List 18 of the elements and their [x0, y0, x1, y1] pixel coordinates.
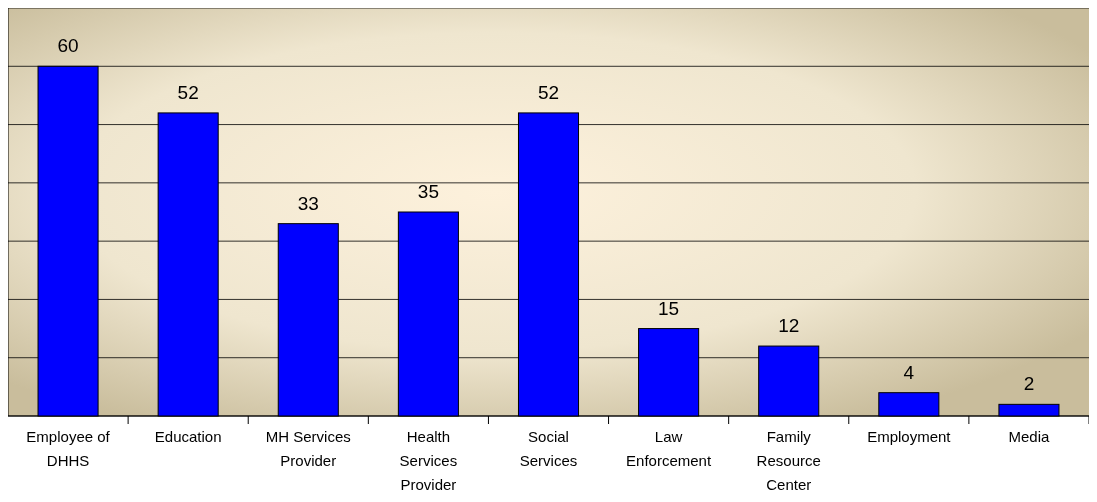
- x-tick-label: Health Services Provider: [399, 428, 458, 493]
- data-label: 60: [57, 35, 79, 57]
- x-tick-label: Social Services: [519, 428, 578, 469]
- data-label: 2: [1023, 373, 1035, 395]
- x-tick-label: Family Resource Center: [756, 428, 821, 493]
- data-label: 12: [778, 315, 800, 337]
- data-label: 52: [177, 81, 199, 103]
- x-tick-label: Employee of DHHS: [26, 428, 111, 469]
- data-label: 15: [658, 297, 680, 319]
- x-tick-label: Law Enforcement: [626, 428, 712, 469]
- x-tick-label: MH Services Provider: [265, 428, 351, 469]
- x-tick-label: Media: [1008, 428, 1051, 445]
- data-label: 35: [417, 181, 439, 202]
- data-label: 4: [903, 361, 915, 383]
- x-tick-label: Education: [154, 428, 222, 445]
- x-tick-label: Employment: [867, 428, 952, 445]
- data-label: 33: [297, 192, 319, 214]
- data-label: 52: [537, 81, 560, 103]
